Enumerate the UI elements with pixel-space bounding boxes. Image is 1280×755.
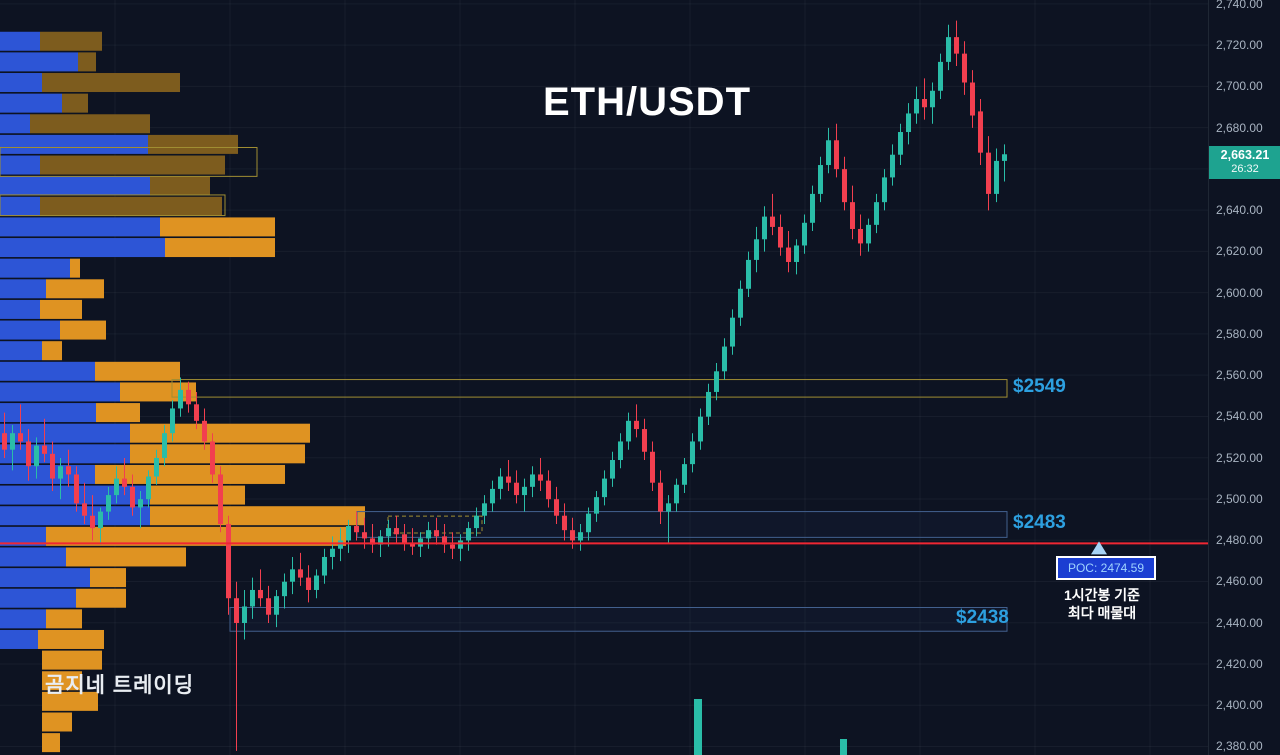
level-price-label[interactable]: $2549 xyxy=(1013,376,1066,398)
volume-profile xyxy=(0,31,365,753)
price-axis-tick: 2,520.00 xyxy=(1216,450,1263,465)
price-axis-tick: 2,640.00 xyxy=(1216,203,1263,218)
price-axis-tick: 2,740.00 xyxy=(1216,0,1263,11)
price-axis-tick: 2,380.00 xyxy=(1216,739,1263,754)
last-price-badge: 2,663.21 26:32 xyxy=(1209,146,1280,180)
poc-annotation-line1: 1시간봉 기준 xyxy=(1063,587,1141,603)
volume-zone-box[interactable] xyxy=(0,146,258,177)
price-axis-tick: 2,400.00 xyxy=(1216,698,1263,713)
price-axis-tick: 2,420.00 xyxy=(1216,656,1263,671)
level-price-label[interactable]: $2483 xyxy=(1013,512,1066,534)
poc-annotation: 1시간봉 기준 최다 매물대 xyxy=(1038,586,1166,622)
price-axis-tick: 2,700.00 xyxy=(1216,79,1263,94)
price-axis-tick: 2,620.00 xyxy=(1216,244,1263,259)
volume-bar xyxy=(694,699,702,755)
price-axis-tick: 2,540.00 xyxy=(1216,409,1263,424)
price-axis-tick: 2,680.00 xyxy=(1216,120,1263,135)
watermark: 곰지네 트레이딩 xyxy=(45,674,195,697)
level-box[interactable] xyxy=(171,379,1008,398)
price-axis-tick: 2,560.00 xyxy=(1216,368,1263,383)
price-axis-tick: 2,480.00 xyxy=(1216,533,1263,548)
poc-marker-icon xyxy=(1091,541,1107,555)
last-price-value: 2,663.21 xyxy=(1220,148,1270,163)
price-axis-tick: 2,460.00 xyxy=(1216,574,1263,589)
level-price-label[interactable]: $2438 xyxy=(956,607,1009,629)
price-chart-canvas[interactable] xyxy=(0,0,1208,755)
price-axis-tick: 2,600.00 xyxy=(1216,285,1263,300)
candles xyxy=(2,20,1007,751)
volume-bar xyxy=(840,739,847,755)
level-box[interactable] xyxy=(356,511,1008,538)
level-box[interactable] xyxy=(229,607,1008,632)
price-axis-tick: 2,500.00 xyxy=(1216,491,1263,506)
candle-countdown: 26:32 xyxy=(1231,163,1259,176)
symbol-title: ETH/USDT xyxy=(543,80,751,124)
poc-annotation-line2: 최다 매물대 xyxy=(1067,605,1137,621)
price-axis[interactable]: 2,740.002,720.002,700.002,680.002,660.00… xyxy=(1208,0,1280,755)
price-axis-tick: 2,580.00 xyxy=(1216,326,1263,341)
volume-zone-box[interactable] xyxy=(0,194,226,217)
price-axis-tick: 2,720.00 xyxy=(1216,38,1263,53)
price-axis-tick: 2,440.00 xyxy=(1216,615,1263,630)
poc-label[interactable]: POC: 2474.59 xyxy=(1056,556,1156,580)
